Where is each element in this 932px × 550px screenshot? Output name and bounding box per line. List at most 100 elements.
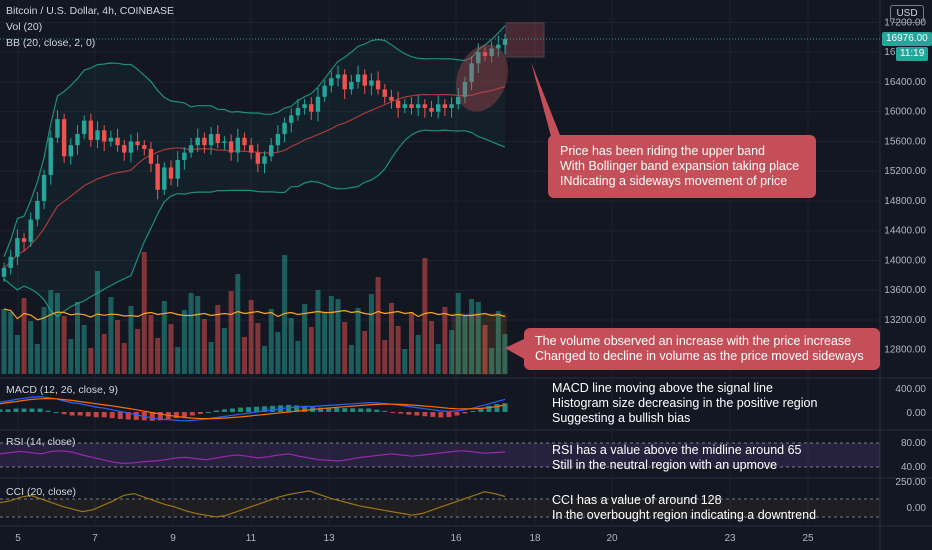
candle-body (61, 119, 67, 157)
volume-bar (408, 312, 414, 374)
macd-histogram-bar (93, 412, 99, 418)
candle-body (108, 137, 114, 142)
macd-histogram-bar (189, 412, 195, 416)
volume-bar (1, 309, 7, 374)
candle-body (95, 130, 100, 140)
volume-bar (482, 325, 488, 374)
rsi-note-line-1: RSI has a value above the midline around… (552, 443, 802, 457)
rsi-band (0, 443, 880, 467)
macd-histogram-bar (462, 412, 468, 414)
volume-bar (462, 316, 468, 374)
candle-body (248, 145, 254, 153)
candle-body (282, 122, 287, 134)
candle-body (202, 137, 207, 146)
macd-histogram-bar (181, 412, 187, 418)
time-tick-label: 20 (606, 533, 618, 544)
volume-bar (362, 331, 368, 374)
volume-bar (221, 328, 227, 374)
macd-histogram-bar (366, 408, 372, 412)
time-tick-label: 7 (92, 533, 98, 544)
macd-histogram-bar (470, 410, 476, 412)
price-axis: 12800.00 13200.00 13600.00 14000.00 14400.00… (884, 17, 926, 355)
volume-bar (388, 303, 394, 374)
candle-body (162, 167, 167, 190)
candle-body (436, 104, 441, 112)
candle-body (275, 134, 281, 146)
candle-body (362, 74, 367, 86)
macd-histogram-bar (254, 406, 260, 412)
candle-body (1, 267, 7, 277)
macd-histogram-bar (101, 412, 107, 418)
volume-note-line-1: The volume observed an increase with the… (535, 334, 852, 348)
volume-bar (21, 298, 27, 374)
candle-body (155, 163, 160, 190)
volume-bar (415, 335, 421, 374)
cci-tick-label: 0.00 (907, 503, 927, 514)
macd-legend[interactable]: MACD (12, 26, close, 9) (6, 384, 119, 396)
volume-bar (288, 318, 294, 374)
volume-bar (475, 302, 481, 374)
time-tick-label: 18 (529, 533, 541, 544)
volume-bar (148, 315, 154, 374)
macd-histogram-bar (197, 412, 203, 414)
volume-bar (248, 300, 254, 374)
macd-histogram-bar (446, 412, 452, 418)
volume-bar (449, 330, 455, 374)
volume-bar (255, 323, 261, 374)
macd-histogram-bar (454, 412, 460, 416)
time-tick-label: 5 (15, 533, 21, 544)
volume-bar (355, 308, 361, 374)
macd-histogram-bar (157, 412, 163, 421)
bb-upper-line (3, 25, 506, 257)
macd-histogram-bar (406, 412, 412, 415)
candle-body (369, 80, 374, 86)
bb-legend[interactable]: BB (20, close, 2, 0) (6, 37, 96, 49)
candle-body (255, 152, 261, 164)
volume-bar (228, 291, 234, 374)
volume-series (1, 252, 508, 374)
candle-body (502, 39, 508, 45)
time-tick-label: 23 (724, 533, 736, 544)
volume-bar (101, 334, 107, 374)
volume-bar (328, 296, 334, 374)
volume-bar (188, 293, 194, 374)
candle-body (21, 238, 27, 242)
volume-bar (181, 310, 187, 374)
macd-histogram-bar (5, 409, 11, 412)
candle-body (195, 137, 200, 146)
candle-body (41, 174, 47, 201)
candle-body (409, 104, 414, 108)
price-note-line-1: Price has been riding the upper band (560, 144, 766, 158)
macd-histogram-bar (61, 412, 67, 415)
price-tick-label: 12800.00 (884, 345, 926, 356)
rsi-legend[interactable]: RSI (14, close) (6, 436, 76, 448)
candle-body (128, 141, 134, 153)
candle-body (429, 107, 434, 112)
volume-bar (108, 297, 114, 374)
macd-histogram-bar (270, 405, 276, 412)
volume-bar (302, 304, 308, 374)
cci-legend[interactable]: CCI (20, close) (6, 486, 77, 498)
volume-bar (41, 307, 47, 374)
volume-legend[interactable]: Vol (20) (6, 21, 43, 33)
candle-body (402, 104, 407, 108)
macd-histogram-bar (21, 408, 27, 412)
candle-body (415, 104, 421, 108)
volume-bar (282, 255, 288, 374)
macd-histogram-bar (117, 412, 123, 420)
volume-bar (54, 293, 60, 374)
candle-body (55, 119, 60, 138)
rsi-tick-label: 80.00 (901, 438, 926, 449)
candle-body (168, 167, 174, 179)
volume-bar (469, 299, 475, 374)
macd-histogram-bar (125, 412, 131, 420)
currency-button[interactable]: USD (890, 5, 924, 23)
bb-fill (4, 25, 505, 317)
candle-body (329, 78, 334, 86)
bb-lower-line (3, 129, 506, 318)
volume-bar (195, 296, 201, 374)
candle-body (295, 107, 301, 116)
candlestick-series (1, 33, 508, 283)
macd-note-line-1: MACD line moving above the signal line (552, 381, 773, 395)
